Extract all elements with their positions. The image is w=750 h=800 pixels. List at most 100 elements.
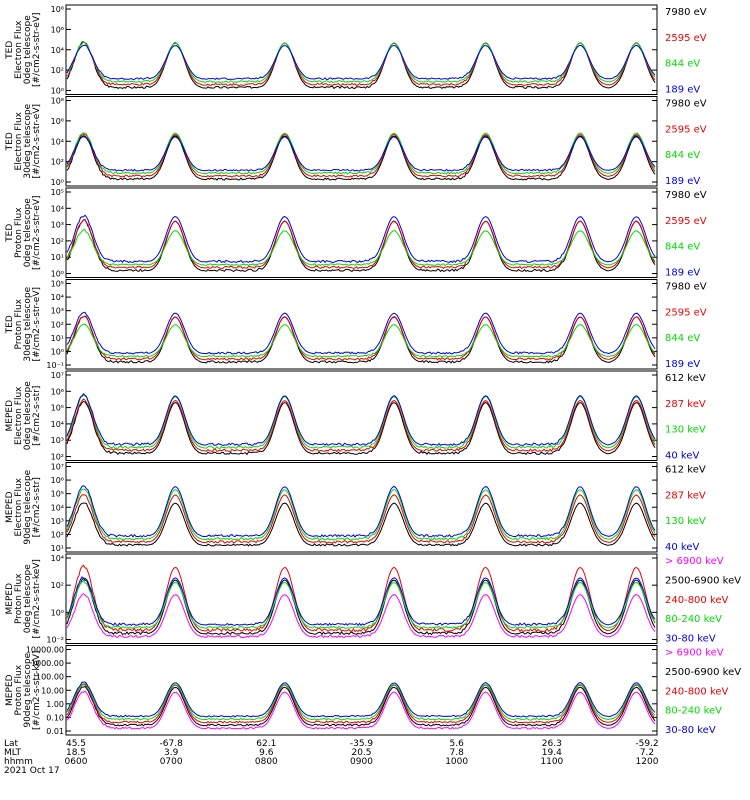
y-axis-label: [#/cm2-s-str] — [32, 386, 42, 446]
y-tick-label: 10⁰ — [51, 608, 64, 617]
y-tick-label: 10⁷ — [51, 371, 64, 380]
series-line-1 — [66, 502, 656, 547]
y-tick-label: 10⁶ — [51, 476, 64, 485]
legend-entry: 189 eV — [665, 85, 700, 96]
y-axis-label: TED — [5, 224, 15, 243]
y-axis-label: [#/cm2-s-str-keV] — [32, 559, 42, 638]
series-line-5 — [66, 681, 656, 718]
series-line-3 — [66, 229, 656, 267]
series-line-4 — [66, 135, 656, 172]
legend-entry: 7980 eV — [665, 7, 707, 18]
series-line-1 — [66, 690, 656, 730]
y-axis-label: MEPED — [5, 583, 15, 615]
panel-6: 10⁷ 10⁶ 10⁵ 10⁴ 10³ 10² 10¹ MEPED Electron Flux 9… — [5, 462, 706, 553]
y-axis-label: 0deg telescope — [23, 15, 33, 85]
series-line-2 — [66, 315, 656, 361]
y-axis-label: [#/cm2-s-str] — [32, 477, 42, 537]
x-tick-label: -35.9 — [350, 739, 374, 749]
x-tick-label: 0800 — [255, 757, 278, 767]
y-axis-label: Proton Flux — [14, 207, 24, 258]
y-tick-label: 10² — [51, 530, 64, 539]
legend-entry: 612 keV — [665, 465, 706, 476]
y-axis-label: 30deg telescope — [23, 286, 33, 361]
series-line-3 — [66, 564, 656, 633]
y-tick-label: 10⁴ — [51, 137, 64, 146]
legend-entry: 40 keV — [665, 542, 699, 553]
series-line-2 — [66, 685, 656, 727]
x-tick-label: 7.2 — [640, 748, 654, 758]
series-line-3 — [66, 683, 656, 724]
x-tick-label: 62.1 — [256, 739, 276, 749]
legend-entry: 40 keV — [665, 451, 699, 462]
x-tick-label: 0600 — [65, 757, 88, 767]
legend-entry: > 6900 keV — [665, 648, 724, 659]
legend-entry: 130 keV — [665, 425, 706, 436]
y-axis-label: Electron Flux — [14, 477, 24, 536]
y-tick-label: 10000.00 — [26, 646, 64, 655]
series-line-4 — [66, 214, 656, 264]
legend-entry: 7980 eV — [665, 282, 707, 293]
y-tick-label: 10² — [51, 453, 64, 462]
y-tick-label: 10¹ — [51, 544, 64, 553]
panel-2: 10⁸ 10⁶ 10⁴ 10² 10⁰ TED Electron Flux 30deg tel… — [5, 96, 707, 187]
series-line-2 — [66, 133, 656, 178]
y-tick-label: 10⁻² — [46, 636, 64, 645]
y-tick-label: 10⁰ — [51, 178, 64, 187]
x-tick-label: 3.9 — [164, 748, 179, 758]
y-tick-label: 10³ — [51, 307, 64, 316]
y-tick-label: 10⁴ — [51, 46, 64, 55]
panel-5: 10⁷ 10⁶ 10⁵ 10⁴ 10³ 10² MEPED Electron Flux 0deg… — [5, 370, 706, 462]
y-tick-label: 10⁴ — [51, 420, 64, 429]
y-axis-label: Proton Flux — [14, 298, 24, 349]
series-line-4 — [66, 682, 656, 721]
legend-entry: 7980 eV — [665, 99, 707, 110]
y-tick-label: 10¹ — [51, 253, 64, 262]
y-tick-label: 10⁵ — [51, 404, 64, 413]
x-tick-label: 19.4 — [542, 748, 562, 758]
panel-frame — [65, 187, 658, 278]
y-tick-label: 10³ — [51, 517, 64, 526]
series-line-2 — [66, 577, 656, 636]
series-line-4 — [66, 311, 656, 355]
y-axis-label: [#/cm2-s-str-eV] — [32, 104, 42, 179]
y-axis-label: Electron Flux — [14, 386, 24, 445]
y-tick-label: 10² — [51, 320, 64, 329]
x-tick-label: 0700 — [160, 757, 183, 767]
y-axis-label: Electron Flux — [14, 111, 24, 170]
panel-frame — [65, 553, 658, 644]
legend-entry: 240-800 keV — [665, 595, 729, 606]
legend-entry: 2595 eV — [665, 33, 707, 44]
x-tick-label: -67.8 — [160, 739, 184, 749]
series-line-1 — [66, 400, 656, 456]
y-tick-label: 10⁴ — [51, 293, 64, 302]
legend-entry: 80-240 keV — [665, 614, 722, 625]
series-line-4 — [66, 393, 656, 447]
y-tick-label: 1000.00 — [31, 659, 64, 668]
y-tick-label: 10⁶ — [51, 25, 64, 34]
legend-entry: 2595 eV — [665, 124, 707, 135]
y-axis-label: MEPED — [5, 400, 15, 432]
legend-entry: 287 keV — [665, 490, 706, 501]
y-tick-label: 10⁶ — [51, 387, 64, 396]
legend-entry: 2500-6900 keV — [665, 667, 741, 678]
y-axis-label: 90deg telescope — [23, 652, 33, 727]
legend-entry: 189 eV — [665, 268, 700, 279]
y-tick-label: 10¹ — [51, 334, 64, 343]
y-tick-label: 10.00 — [41, 686, 64, 695]
x-tick-label: 26.3 — [542, 739, 562, 749]
y-tick-label: 10⁴ — [51, 554, 64, 563]
y-axis-label: [#/cm2-s-str-keV] — [32, 651, 42, 730]
y-tick-label: 10⁴ — [51, 503, 64, 512]
y-tick-label: 10² — [51, 158, 64, 167]
legend-entry: 287 keV — [665, 399, 706, 410]
y-tick-label: 10⁵ — [51, 490, 64, 499]
series-line-3 — [66, 394, 656, 450]
x-tick-label: 0900 — [350, 757, 373, 767]
y-tick-label: 0.10 — [46, 713, 64, 722]
x-tick-label: -59.2 — [635, 739, 658, 749]
y-axis-label: [#/cm2-s-str-eV] — [32, 195, 42, 270]
y-axis-label: MEPED — [5, 491, 15, 523]
series-line-3 — [66, 323, 656, 358]
y-axis-label: MEPED — [5, 674, 15, 706]
